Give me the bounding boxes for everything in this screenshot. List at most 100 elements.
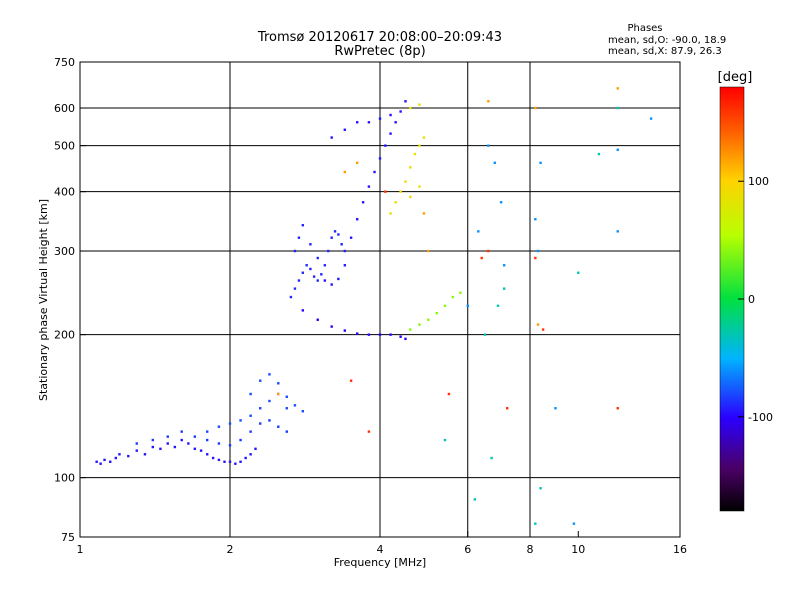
echo-point (151, 438, 155, 442)
echo-point (217, 425, 221, 428)
echo-point (577, 271, 580, 274)
echo-point (487, 100, 490, 103)
echo-point (199, 449, 203, 452)
phase-info-o: mean, sd,O: -90.0, 18.9 (608, 35, 726, 46)
echo-point (285, 407, 288, 410)
echo-point (223, 460, 226, 463)
echo-point (409, 166, 412, 169)
echo-point (337, 233, 340, 236)
y-axis-label: Stationary phase Virtual Height [km] (37, 199, 50, 401)
echo-point (539, 487, 542, 490)
echo-point (205, 453, 209, 456)
echo-point (289, 295, 293, 299)
echo-point (477, 230, 480, 233)
echo-point (316, 279, 319, 282)
echo-point (118, 453, 121, 456)
echo-point (166, 435, 169, 438)
echo-point (443, 438, 447, 442)
echo-point (534, 522, 537, 525)
y-tick-label: 200 (54, 329, 75, 342)
echo-point (493, 161, 497, 165)
echo-point (268, 373, 271, 376)
echo-point (487, 144, 490, 147)
echo-point (343, 170, 347, 174)
echo-point (409, 328, 412, 331)
echo-point (389, 333, 392, 336)
echo-point (367, 430, 371, 433)
echo-point (418, 103, 421, 106)
echo-point (249, 392, 252, 396)
echo-point (389, 132, 392, 135)
echo-point (244, 456, 247, 460)
echo-point (443, 304, 447, 308)
x-tick-label: 2 (227, 543, 234, 556)
echo-point (539, 161, 542, 165)
echo-point (316, 318, 319, 321)
echo-point (427, 249, 430, 253)
echo-point (355, 121, 359, 124)
echo-point (343, 329, 347, 332)
x-axis: 1 2 4 6 8 10 16 (77, 531, 687, 556)
echo-point (320, 273, 323, 276)
echo-point (327, 249, 330, 253)
echo-point (399, 190, 402, 193)
echo-point (249, 414, 252, 417)
echo-point (490, 456, 493, 460)
echo-point (293, 287, 297, 290)
echo-point (293, 249, 297, 253)
echo-point (99, 462, 102, 465)
echo-point (355, 161, 359, 165)
echo-point (418, 323, 421, 326)
echo-point (293, 404, 297, 407)
echo-point (228, 422, 232, 425)
echo-point (394, 121, 397, 124)
echo-point (205, 438, 209, 442)
echo-point (239, 460, 242, 463)
echo-points (95, 87, 653, 525)
y-tick-label: 750 (54, 56, 75, 69)
echo-point (259, 407, 262, 410)
echo-point (480, 256, 483, 260)
echo-point (384, 144, 387, 147)
y-tick-label: 75 (61, 531, 75, 544)
phase-info-x: mean, sd,X: 87.9, 26.3 (608, 46, 722, 57)
echo-point (418, 185, 421, 188)
echo-point (205, 430, 209, 433)
echo-point (277, 392, 280, 396)
echo-point (649, 117, 653, 120)
echo-point (554, 407, 557, 410)
echo-point (389, 212, 392, 215)
echo-point (361, 201, 365, 204)
echo-point (312, 275, 316, 278)
echo-point (473, 498, 477, 501)
echo-point (541, 328, 545, 331)
echo-point (166, 442, 169, 445)
echo-point (409, 106, 412, 110)
echo-point (297, 279, 301, 282)
echo-point (502, 287, 506, 290)
echo-point (301, 410, 305, 413)
echo-point (187, 442, 190, 445)
echo-point (228, 460, 232, 463)
echo-point (459, 291, 462, 295)
x-tick-label: 4 (377, 543, 384, 556)
y-tick-label: 300 (54, 245, 75, 258)
echo-point (211, 456, 215, 460)
y-tick-label: 500 (54, 140, 75, 153)
echo-point (483, 333, 487, 336)
echo-point (277, 382, 280, 385)
echo-point (399, 110, 402, 113)
echo-point (180, 438, 183, 442)
echo-point (597, 152, 601, 156)
echo-point (404, 337, 407, 341)
echo-point (297, 236, 301, 239)
echo-point (249, 430, 252, 433)
x-tick-label: 10 (571, 543, 585, 556)
echo-point (309, 267, 312, 271)
echo-point (340, 243, 343, 246)
x-axis-label: Frequency [MHz] (334, 556, 426, 569)
x-tick-label: 1 (77, 543, 84, 556)
echo-point (616, 230, 619, 233)
echo-point (143, 453, 147, 456)
echo-point (394, 201, 397, 204)
